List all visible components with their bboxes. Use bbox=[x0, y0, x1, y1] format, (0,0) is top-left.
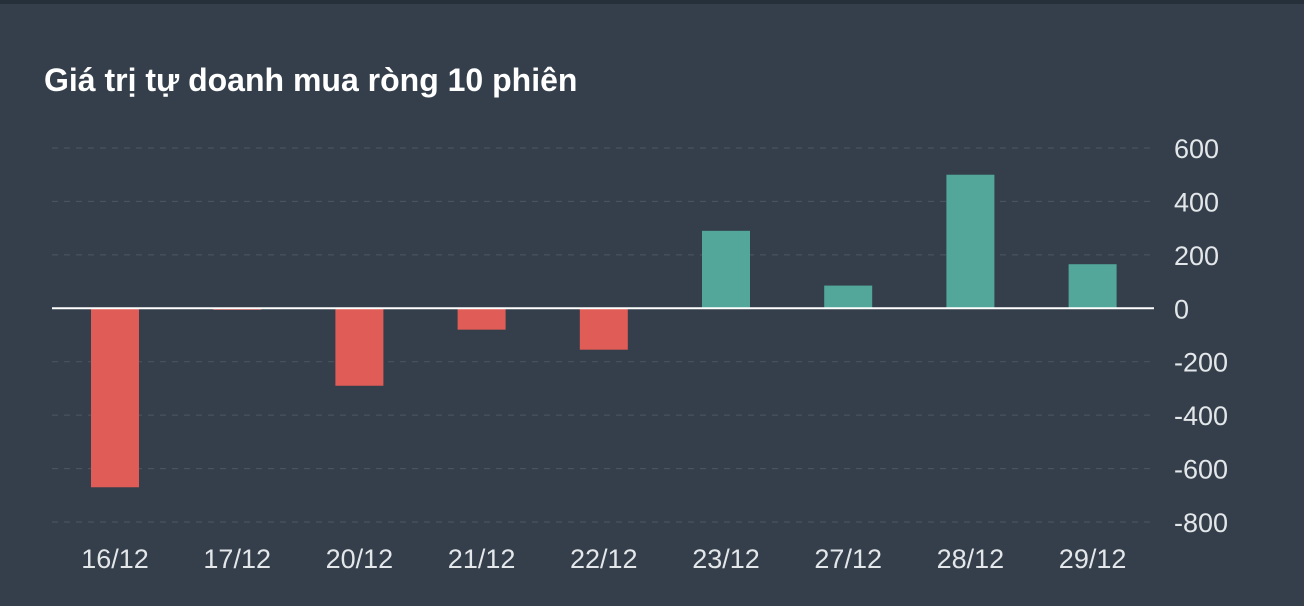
y-tick-label: 200 bbox=[1174, 241, 1219, 271]
bar bbox=[457, 308, 506, 330]
x-tick-label: 27/12 bbox=[814, 544, 882, 574]
y-tick-label: 600 bbox=[1174, 134, 1219, 164]
bar bbox=[702, 230, 750, 309]
bars bbox=[91, 174, 1117, 488]
x-tick-label: 17/12 bbox=[203, 544, 271, 574]
bar bbox=[824, 285, 873, 309]
bar bbox=[335, 308, 384, 386]
x-tick-label: 28/12 bbox=[937, 544, 1005, 574]
y-tick-label: 0 bbox=[1174, 294, 1189, 324]
y-tick-label: -200 bbox=[1174, 348, 1228, 378]
y-tick-label: -800 bbox=[1174, 508, 1228, 538]
top-border bbox=[0, 0, 1304, 4]
x-tick-label: 22/12 bbox=[570, 544, 638, 574]
x-tick-label: 21/12 bbox=[448, 544, 516, 574]
gridlines bbox=[52, 147, 1154, 523]
y-tick-label: 400 bbox=[1174, 187, 1219, 217]
x-axis: 16/12 17/12 20/12 21/12 22/12 23/12 27/12 28/12… bbox=[81, 544, 1126, 574]
bar bbox=[579, 308, 628, 350]
x-tick-label: 23/12 bbox=[692, 544, 760, 574]
bar bbox=[1068, 264, 1117, 309]
bar bbox=[946, 174, 995, 309]
bar bbox=[91, 308, 139, 488]
y-tick-label: -600 bbox=[1174, 455, 1228, 485]
x-tick-label: 20/12 bbox=[326, 544, 394, 574]
y-tick-label: -400 bbox=[1174, 401, 1228, 431]
y-axis: 600 400 200 0 -200 -400 -600 -800 bbox=[1174, 134, 1228, 538]
x-tick-label: 29/12 bbox=[1059, 544, 1127, 574]
x-tick-label: 16/12 bbox=[81, 544, 149, 574]
chart-title: Giá trị tự doanh mua ròng 10 phiên bbox=[44, 62, 578, 98]
